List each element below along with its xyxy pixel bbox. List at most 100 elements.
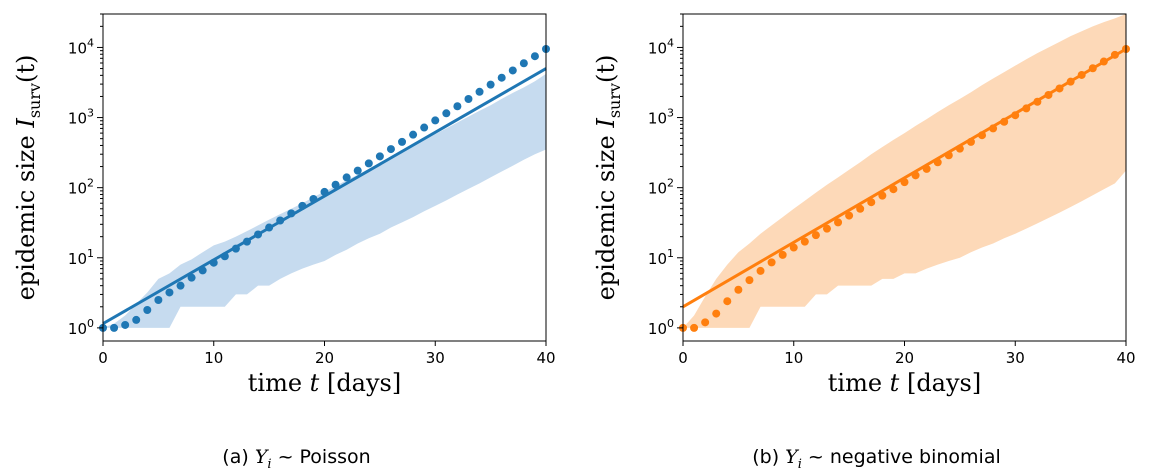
- y-tick-base: 10: [648, 180, 667, 198]
- data-point: [1000, 117, 1009, 126]
- data-point: [712, 309, 721, 318]
- caption-distribution: Poisson: [300, 446, 371, 468]
- y-tick-base: 10: [68, 180, 87, 198]
- y-tick-exponent: 2: [87, 177, 94, 190]
- x-tick-label: 40: [1116, 349, 1135, 367]
- data-point: [486, 80, 495, 89]
- caption-var: Y: [255, 446, 270, 468]
- data-point: [966, 137, 975, 146]
- caption: (a) Yi ~ Poisson: [222, 446, 370, 472]
- y-tick-base: 10: [68, 39, 87, 57]
- data-point: [1088, 64, 1097, 73]
- x-tick-label: 30: [1006, 349, 1025, 367]
- data-point: [265, 223, 274, 232]
- data-point: [320, 187, 329, 196]
- data-point: [353, 166, 362, 175]
- data-point: [1066, 77, 1075, 86]
- y-axis-label-var: I: [592, 118, 620, 129]
- y-tick-exponent: 2: [667, 177, 674, 190]
- caption-sub: i: [267, 457, 271, 472]
- data-point: [978, 131, 987, 140]
- caption-relation: ~: [802, 446, 830, 468]
- data-point: [198, 266, 207, 275]
- data-point: [342, 173, 351, 182]
- data-point: [1011, 111, 1020, 120]
- x-tick-label: 20: [895, 349, 914, 367]
- data-point: [922, 164, 931, 173]
- data-point: [154, 295, 163, 304]
- data-point: [845, 211, 854, 220]
- y-tick-label: 104: [648, 36, 674, 57]
- x-axis-label-var: t: [310, 369, 320, 397]
- x-tick-label: 20: [315, 349, 334, 367]
- data-point: [276, 216, 285, 225]
- data-point: [110, 323, 119, 332]
- data-point: [1055, 84, 1064, 93]
- y-axis-label-arg: (t): [12, 55, 40, 83]
- x-tick-label: 10: [784, 349, 803, 367]
- data-point: [287, 209, 296, 218]
- data-point: [1099, 57, 1108, 66]
- caption: (b) Yi ~ negative binomial: [752, 446, 1001, 472]
- data-point: [508, 66, 517, 75]
- caption-sub: i: [798, 457, 802, 472]
- y-tick-label: 100: [648, 317, 674, 338]
- data-point: [944, 151, 953, 160]
- y-tick-label: 102: [648, 177, 674, 198]
- data-point: [442, 109, 451, 118]
- data-point: [955, 144, 964, 153]
- y-tick-exponent: 4: [87, 36, 94, 49]
- data-point: [386, 145, 395, 154]
- y-tick-base: 10: [648, 39, 667, 57]
- x-axis-label: time t [days]: [248, 369, 401, 397]
- y-tick-base: 10: [648, 320, 667, 338]
- data-point: [231, 244, 240, 253]
- data-point: [165, 288, 174, 297]
- data-point: [254, 230, 263, 239]
- y-axis-label-arg: (t): [592, 55, 620, 83]
- y-tick-base: 10: [68, 110, 87, 128]
- data-point: [778, 250, 787, 259]
- y-tick-label: 100: [68, 317, 94, 338]
- fit-line: [102, 67, 547, 325]
- x-tick-label: 30: [426, 349, 445, 367]
- fit-line: [682, 47, 1127, 309]
- data-point: [431, 116, 440, 125]
- y-tick-exponent: 3: [87, 107, 94, 120]
- data-point: [867, 198, 876, 207]
- data-point: [756, 266, 765, 275]
- caption-var: Y: [785, 446, 800, 468]
- data-point: [375, 152, 384, 161]
- data-point: [298, 201, 307, 210]
- y-axis-label: epidemic size Isurv(t): [592, 55, 624, 301]
- y-tick-label: 102: [68, 177, 94, 198]
- data-point: [475, 87, 484, 96]
- data-point: [1033, 97, 1042, 106]
- y-tick-exponent: 0: [667, 317, 674, 330]
- data-point: [1022, 104, 1031, 113]
- data-point: [132, 315, 141, 324]
- y-tick-label: 101: [648, 247, 674, 268]
- x-axis-label-var: t: [890, 369, 900, 397]
- x-tick-label: 0: [678, 349, 688, 367]
- data-point: [497, 73, 506, 82]
- data-point: [309, 194, 318, 203]
- data-point: [734, 285, 743, 294]
- data-point: [789, 243, 798, 252]
- data-point: [409, 130, 418, 139]
- data-point: [800, 237, 809, 246]
- data-point: [889, 185, 898, 194]
- data-point: [453, 102, 462, 111]
- data-point: [220, 252, 229, 261]
- caption-prefix: (b): [752, 446, 785, 468]
- y-tick-label: 101: [68, 247, 94, 268]
- y-tick-exponent: 3: [667, 107, 674, 120]
- data-point: [464, 94, 473, 103]
- x-tick-label: 10: [204, 349, 223, 367]
- x-tick-label: 40: [536, 349, 555, 367]
- data-point: [723, 297, 732, 306]
- y-axis-label-var: I: [12, 118, 40, 129]
